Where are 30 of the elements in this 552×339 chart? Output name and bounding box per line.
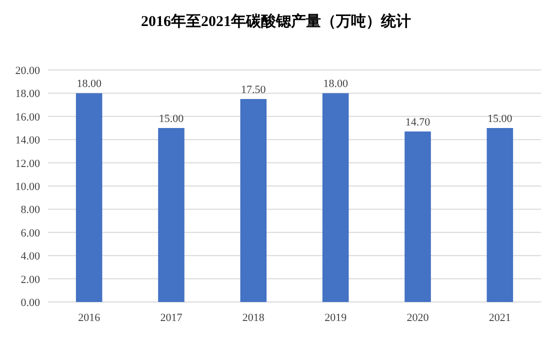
y-tick-label: 10.00 <box>15 181 40 193</box>
y-tick-label: 20.00 <box>15 65 40 77</box>
x-tick-label: 2017 <box>160 312 183 324</box>
data-label: 15.00 <box>158 113 184 125</box>
bar <box>76 93 102 302</box>
y-tick-label: 18.00 <box>15 88 40 100</box>
data-label: 18.00 <box>323 78 348 90</box>
y-tick-label: 2.00 <box>20 274 40 286</box>
x-tick-label: 2020 <box>406 312 430 324</box>
y-tick-label: 14.00 <box>15 134 40 147</box>
bar <box>322 93 349 302</box>
x-tick-label: 2016 <box>78 312 101 324</box>
data-label: 17.50 <box>241 84 266 96</box>
chart-title: 2016年至2021年碳酸锶产量（万吨）统计 <box>141 13 411 30</box>
data-label: 18.00 <box>76 78 102 90</box>
y-tick-label: 0.00 <box>20 297 40 309</box>
y-tick-label: 6.00 <box>20 227 40 240</box>
data-label: 15.00 <box>488 113 513 125</box>
bar <box>240 99 267 302</box>
x-tick-label: 2021 <box>488 312 511 324</box>
data-label: 14.70 <box>405 116 431 128</box>
y-tick-label: 4.00 <box>20 250 40 263</box>
bar <box>404 131 431 302</box>
bar <box>486 128 514 302</box>
x-tick-label: 2018 <box>242 312 265 324</box>
y-tick-label: 8.00 <box>20 204 40 216</box>
x-tick-label: 2019 <box>324 312 348 324</box>
y-tick-label: 12.00 <box>15 158 40 170</box>
bar <box>158 128 184 302</box>
y-tick-label: 16.00 <box>15 111 40 124</box>
